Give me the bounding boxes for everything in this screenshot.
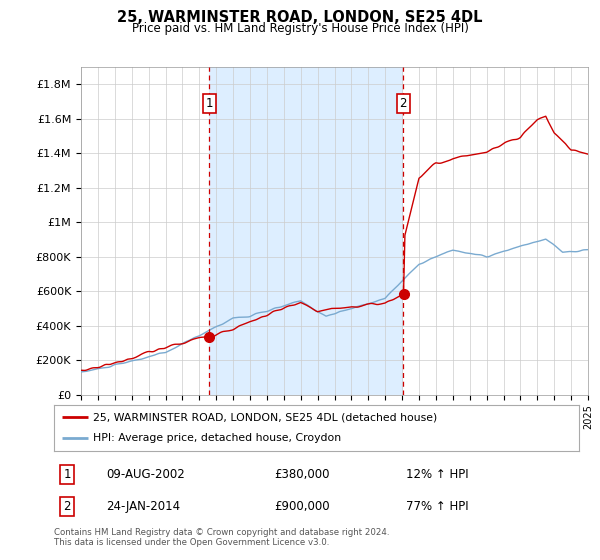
Text: 2: 2	[64, 500, 71, 513]
Text: 25, WARMINSTER ROAD, LONDON, SE25 4DL (detached house): 25, WARMINSTER ROAD, LONDON, SE25 4DL (d…	[94, 412, 437, 422]
Text: £380,000: £380,000	[275, 468, 330, 481]
Text: 24-JAN-2014: 24-JAN-2014	[107, 500, 181, 513]
Text: 09-AUG-2002: 09-AUG-2002	[107, 468, 185, 481]
Text: 1: 1	[64, 468, 71, 481]
Text: Price paid vs. HM Land Registry's House Price Index (HPI): Price paid vs. HM Land Registry's House …	[131, 22, 469, 35]
Text: 1: 1	[206, 97, 213, 110]
Text: 25, WARMINSTER ROAD, LONDON, SE25 4DL: 25, WARMINSTER ROAD, LONDON, SE25 4DL	[117, 10, 483, 25]
Text: 2: 2	[400, 97, 407, 110]
Text: £900,000: £900,000	[275, 500, 330, 513]
Text: 12% ↑ HPI: 12% ↑ HPI	[406, 468, 469, 481]
Text: 77% ↑ HPI: 77% ↑ HPI	[406, 500, 469, 513]
Bar	[209, 67, 403, 395]
Text: HPI: Average price, detached house, Croydon: HPI: Average price, detached house, Croy…	[94, 433, 341, 444]
Text: Contains HM Land Registry data © Crown copyright and database right 2024.
This d: Contains HM Land Registry data © Crown c…	[54, 528, 389, 547]
